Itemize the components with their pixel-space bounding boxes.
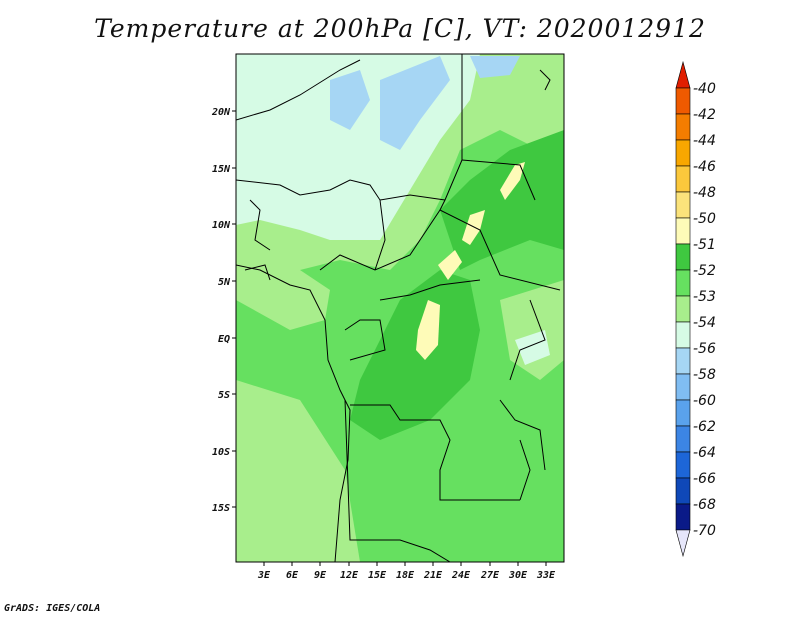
temperature-field: [236, 54, 564, 562]
field-zone-58-c: [470, 56, 520, 78]
colorbar-label: -64: [693, 445, 716, 461]
colorbar-segment: [675, 87, 691, 115]
lat-label: 15S: [212, 503, 230, 514]
field-zone-54-southwest: [236, 380, 360, 562]
colorbar-label: -40: [693, 81, 716, 97]
field-zone-51-b: [462, 210, 485, 245]
colorbar-segment: [675, 373, 691, 401]
colorbar-segment: [675, 477, 691, 505]
lon-label: 15E: [368, 570, 387, 581]
lat-label: 20N: [211, 107, 231, 118]
coastline: [236, 264, 351, 562]
colorbar-segment: [675, 113, 691, 141]
lon-label: 21E: [423, 570, 443, 581]
colorbar-label: -60: [693, 393, 716, 409]
lon-label: 3E: [257, 570, 271, 581]
colorbar-segment: [675, 295, 691, 323]
colorbar-label: -54: [693, 315, 716, 331]
colorbar-segment: [675, 217, 691, 245]
colorbar-segment: [675, 269, 691, 297]
lon-label: 27E: [480, 570, 500, 581]
colorbar-label: -46: [693, 159, 716, 175]
colorbar-label: -68: [693, 497, 716, 513]
colorbar-label: -50: [693, 211, 716, 227]
colorbar-segment: [675, 165, 691, 193]
longitude-axis: 3E 6E 9E 12E 15E 18E 21E 24E 27E 30E 33E: [257, 562, 556, 581]
map-title: Temperature at 200hPa [C], VT: 202001291…: [94, 14, 706, 43]
lat-label: 10N: [212, 220, 231, 231]
latitude-axis: 20N 15N 10N 5N EQ 5S 10S 15S: [211, 107, 236, 514]
field-zone-52-congo: [350, 270, 480, 440]
colorbar-segment: [675, 139, 691, 167]
lon-label: 18E: [396, 570, 415, 581]
lon-label: 33E: [536, 570, 556, 581]
colorbar-label: -66: [693, 471, 716, 487]
field-zone-51-d: [416, 300, 440, 360]
colorbar-segment: [675, 321, 691, 349]
colorbar-bottom-triangle: [675, 529, 691, 558]
colorbar-segment: [675, 425, 691, 453]
map-frame: [235, 53, 565, 563]
colorbar-label: -56: [693, 341, 716, 357]
lat-label: 5N: [218, 277, 231, 288]
colorbar-labels: -40 -42 -44 -46 -48 -50 -51 -52 -53 -54 …: [693, 81, 716, 539]
colorbar-label: -58: [693, 367, 716, 383]
lon-label: 6E: [286, 570, 299, 581]
colorbar-label: -53: [693, 289, 716, 305]
lon-label: 9E: [314, 570, 327, 581]
colorbar-segment: [675, 191, 691, 219]
lat-label: 15N: [212, 164, 231, 175]
field-zone-51-a: [500, 162, 525, 200]
colorbar-segment: [675, 243, 691, 271]
field-zone-54-gulf: [236, 270, 330, 330]
colorbar-segment: [675, 399, 691, 427]
colorbar-label: -51: [693, 237, 716, 253]
lon-label: 24E: [451, 570, 471, 581]
colorbar: [675, 60, 691, 558]
field-zone-58-a: [330, 70, 370, 130]
colorbar-label: -48: [693, 185, 716, 201]
lat-label: 10S: [212, 447, 230, 458]
colorbar-label: -62: [693, 419, 716, 435]
lon-label: 12E: [340, 570, 359, 581]
colorbar-segment: [675, 451, 691, 479]
field-zone-58-b: [380, 56, 450, 150]
colorbar-label: -44: [693, 133, 716, 149]
field-zone-56-lake: [515, 330, 550, 365]
colorbar-segment: [675, 503, 691, 531]
grads-credit: GrADS: IGES/COLA: [4, 603, 101, 614]
lat-label: EQ: [218, 334, 230, 345]
field-zone-51-c: [438, 250, 462, 280]
colorbar-label: -42: [693, 107, 716, 123]
colorbar-top-triangle: [675, 60, 691, 89]
lon-label: 30E: [508, 570, 528, 581]
country-borders: [236, 54, 561, 562]
lat-label: 5S: [218, 390, 230, 401]
colorbar-label: -70: [693, 523, 716, 539]
colorbar-label: -52: [693, 263, 716, 279]
colorbar-segment: [675, 347, 691, 375]
